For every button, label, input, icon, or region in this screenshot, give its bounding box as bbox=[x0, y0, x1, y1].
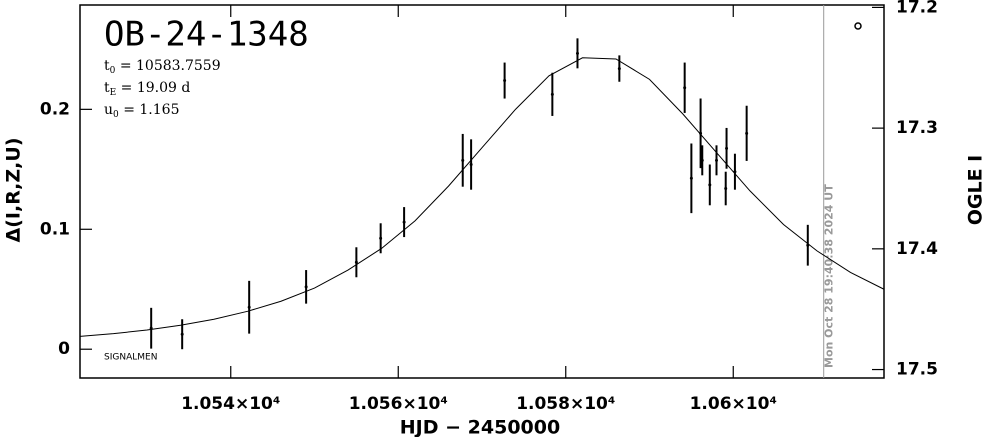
data-point bbox=[724, 187, 728, 191]
x-tick-label: 1.054×10⁴ bbox=[181, 394, 280, 414]
parameter-text: = 1.165 bbox=[119, 102, 180, 118]
data-point bbox=[683, 86, 687, 90]
chart-title: OB-24-1348 bbox=[104, 15, 309, 55]
data-point bbox=[715, 158, 718, 162]
y-tick-label: 0.2 bbox=[40, 99, 70, 119]
data-point bbox=[461, 158, 465, 162]
data-point bbox=[247, 305, 251, 309]
x-tick-label: 1.06×10⁴ bbox=[690, 394, 777, 414]
parameter-symbol: t bbox=[104, 58, 110, 74]
corner-label: SIGNALMEN bbox=[104, 353, 157, 363]
x-tick-label: 1.056×10⁴ bbox=[349, 394, 448, 414]
data-point bbox=[469, 163, 473, 167]
parameter-symbol: t bbox=[104, 80, 110, 96]
parameter-subscript: 0 bbox=[113, 110, 119, 120]
y-axis-label: Δ(I,R,Z,U) bbox=[3, 138, 25, 243]
parameter-symbol: u bbox=[104, 102, 113, 118]
x-tick-label: 1.058×10⁴ bbox=[516, 394, 615, 414]
plot-frame bbox=[79, 4, 885, 379]
data-point bbox=[550, 92, 554, 96]
data-point bbox=[402, 220, 406, 224]
y2-tick-label: 17.3 bbox=[896, 118, 938, 138]
data-point bbox=[304, 285, 308, 289]
parameter: t0 = 10583.7559 bbox=[104, 58, 221, 76]
y2-tick-label: 17.2 bbox=[896, 0, 938, 17]
y-tick-label: 0.1 bbox=[40, 219, 70, 239]
data-point bbox=[379, 236, 383, 240]
data-point bbox=[745, 131, 749, 135]
model-curve bbox=[79, 57, 885, 337]
y2-tick-label: 17.4 bbox=[896, 239, 938, 259]
parameter-text: = 10583.7559 bbox=[115, 58, 220, 74]
data-point bbox=[503, 79, 507, 83]
data-point bbox=[708, 183, 712, 187]
timestamp: Mon Oct 28 19:40:38 2024 UT bbox=[823, 184, 836, 368]
y-tick-label: 0 bbox=[58, 339, 70, 359]
symbol bbox=[854, 22, 862, 30]
data-point bbox=[700, 158, 704, 162]
y2-tick-label: 17.5 bbox=[896, 360, 938, 380]
data-point bbox=[689, 176, 693, 180]
data-point bbox=[725, 146, 729, 150]
y2-axis-label: OGLE I bbox=[965, 155, 986, 226]
data-point bbox=[575, 51, 579, 55]
parameter: u0 = 1.165 bbox=[104, 102, 179, 120]
data-point bbox=[617, 67, 621, 71]
parameter-subscript: E bbox=[110, 88, 117, 98]
x-axis-label: HJD − 2450000 bbox=[400, 417, 560, 437]
data-point bbox=[180, 332, 184, 336]
parameter: tE = 19.09 d bbox=[104, 80, 190, 98]
parameter-text: = 19.09 d bbox=[116, 80, 190, 96]
data-point bbox=[354, 260, 358, 264]
parameter-subscript: 0 bbox=[110, 66, 116, 76]
